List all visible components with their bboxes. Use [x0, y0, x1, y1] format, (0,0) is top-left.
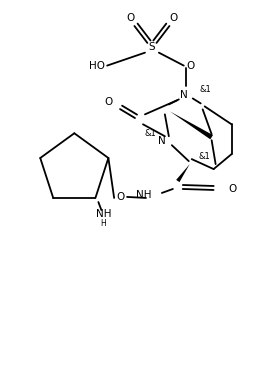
- Text: HO: HO: [89, 61, 105, 70]
- Text: H: H: [100, 220, 106, 228]
- Text: O: O: [187, 61, 195, 70]
- Polygon shape: [176, 164, 190, 182]
- Text: N: N: [180, 90, 188, 100]
- Text: &1: &1: [200, 85, 212, 94]
- Text: O: O: [116, 192, 124, 202]
- Text: NH: NH: [136, 190, 152, 200]
- Text: N: N: [158, 136, 166, 146]
- Text: NH: NH: [96, 209, 111, 219]
- Text: O: O: [126, 13, 134, 23]
- Polygon shape: [170, 111, 213, 139]
- Text: O: O: [104, 97, 112, 107]
- Text: O: O: [229, 184, 237, 194]
- Text: S: S: [149, 42, 155, 52]
- Text: &1: &1: [199, 152, 210, 161]
- Text: &1: &1: [145, 129, 157, 138]
- Text: O: O: [170, 13, 178, 23]
